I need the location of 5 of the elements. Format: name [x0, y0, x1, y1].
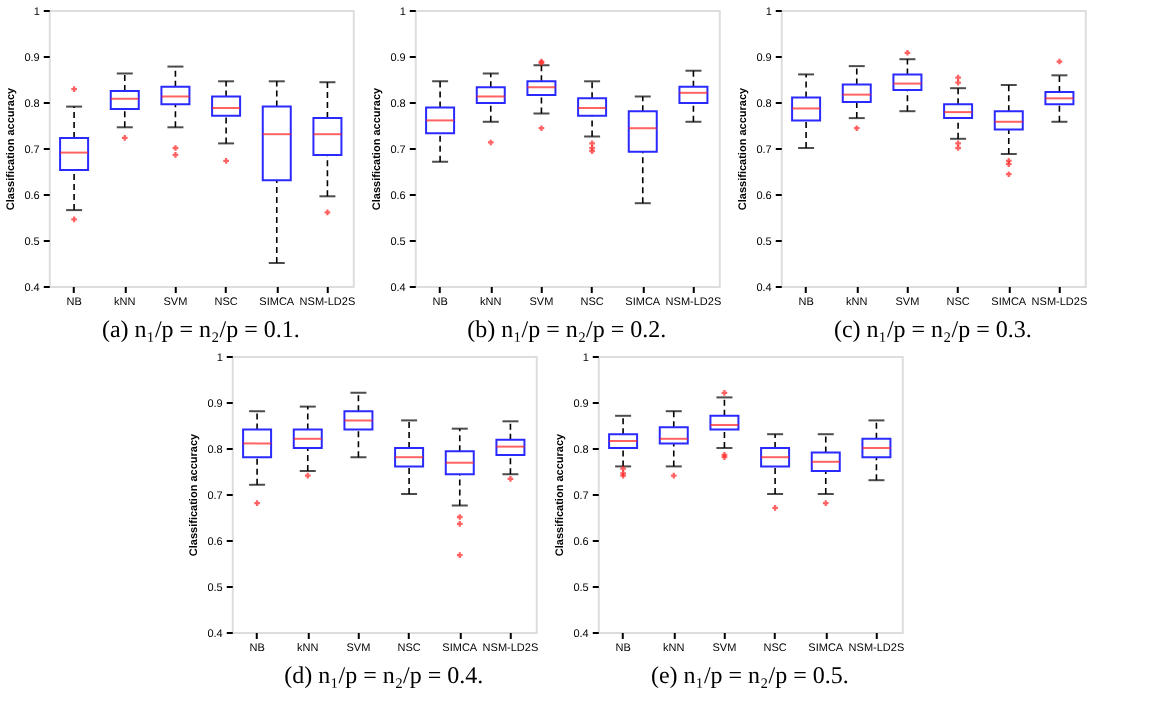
- text: (e) n₁/p = n₂/p = 0.5.: [650, 661, 849, 689]
- text: (a) n₁/p = n₂/p = 0.1.: [101, 315, 300, 343]
- text: (c) n₁/p = n₂/p = 0.3.: [833, 315, 1032, 343]
- text: (d) n₁/p = n₂/p = 0.4.: [284, 661, 484, 689]
- text: (b) n₁/p = n₂/p = 0.2.: [467, 315, 667, 343]
